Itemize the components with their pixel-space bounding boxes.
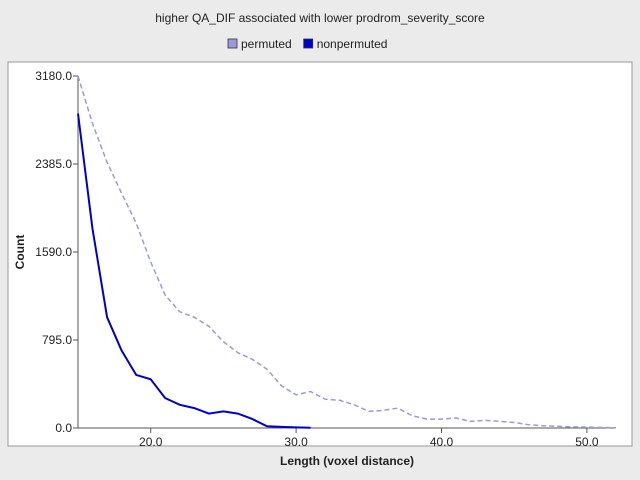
legend-swatch-nonpermuted xyxy=(303,38,314,49)
x-tick-label: 50.0 xyxy=(575,435,599,449)
y-tick-label: 1590.0 xyxy=(35,245,72,259)
x-axis: 20.0 30.0 40.0 50.0 xyxy=(78,427,616,449)
x-tick-label: 20.0 xyxy=(139,435,163,449)
y-tick-label: 3180.0 xyxy=(35,69,72,83)
series-line-nonpermuted xyxy=(77,113,311,429)
series-layer xyxy=(77,75,617,429)
series-line-permuted xyxy=(77,75,617,429)
y-tick-label: 795.0 xyxy=(42,333,72,347)
legend-swatch-permuted xyxy=(227,38,238,49)
x-tick-label: 40.0 xyxy=(430,435,454,449)
legend: permuted nonpermuted xyxy=(227,37,388,51)
y-axis: 0.0 795.0 1590.0 2385.0 3180.0 xyxy=(35,69,79,435)
y-tick-label: 0.0 xyxy=(55,421,72,435)
plot-area xyxy=(7,61,633,447)
y-tick-label: 2385.0 xyxy=(35,157,72,171)
x-tick-label: 30.0 xyxy=(284,435,308,449)
legend-label-permuted: permuted xyxy=(241,37,292,51)
chart-title: higher QA_DIF associated with lower prod… xyxy=(155,11,485,25)
legend-label-nonpermuted: nonpermuted xyxy=(317,37,388,51)
x-axis-title: Length (voxel distance) xyxy=(280,454,414,468)
y-axis-title: Count xyxy=(13,235,27,270)
